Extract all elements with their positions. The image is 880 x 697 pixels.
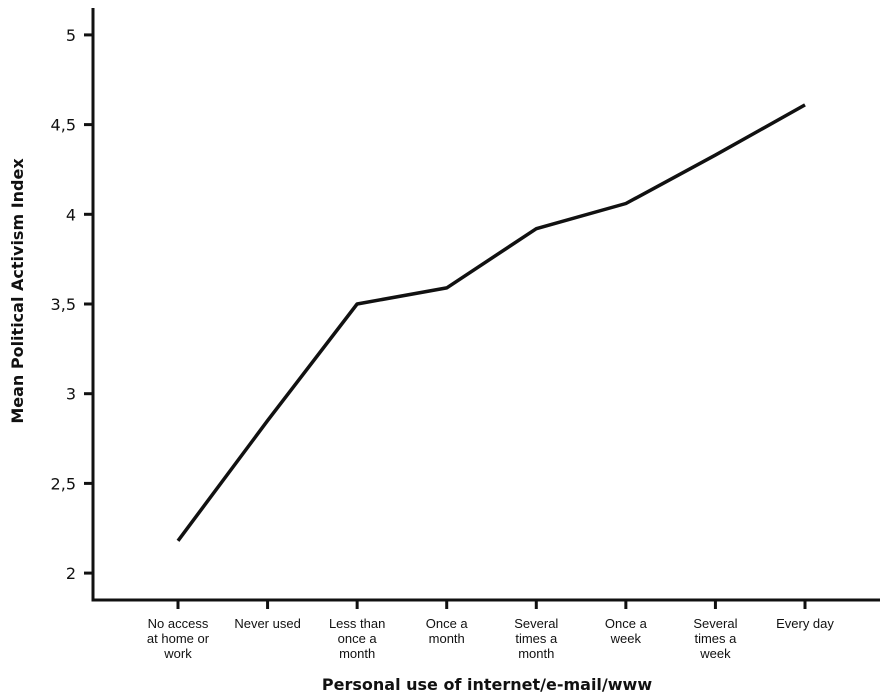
y-tick-label: 4,5 [51, 116, 76, 135]
y-axis-ticks: 2 2,5 3 3,5 4 4,5 5 [51, 26, 93, 583]
x-tick-label-line: once a [338, 631, 378, 646]
x-tick-label-line: week [610, 631, 642, 646]
x-tick-label-line: Every day [776, 616, 834, 631]
x-tick-label: Every day [776, 616, 834, 631]
x-tick-label-line: month [339, 646, 375, 661]
x-tick-label: No access at home or work [147, 616, 210, 661]
x-tick-label: Once a month [426, 616, 469, 646]
y-tick-label: 3 [66, 385, 76, 404]
x-tick-label: Never used [234, 616, 300, 631]
x-tick-label-line: work [163, 646, 192, 661]
x-axis-title: Personal use of internet/e-mail/www [322, 675, 652, 694]
chart-series [176, 103, 806, 542]
y-tick-label: 2 [66, 564, 76, 583]
x-tick-label-line: month [429, 631, 465, 646]
y-tick-label: 3,5 [51, 295, 76, 314]
x-axis-ticks: No access at home or work Never used Less th… [147, 600, 834, 661]
y-tick-label: 5 [66, 26, 76, 45]
x-tick-label: Once a week [605, 616, 648, 646]
x-tick-label-line: at home or [147, 631, 210, 646]
y-tick-label: 4 [66, 205, 76, 224]
y-tick-label: 2,5 [51, 474, 76, 493]
x-tick-label-line: month [518, 646, 554, 661]
x-tick-label: Several times a month [514, 616, 558, 661]
chart-axes [91, 8, 880, 602]
x-tick-label-line: Several [693, 616, 737, 631]
x-tick-label-line: Several [514, 616, 558, 631]
x-tick-label-line: times a [694, 631, 737, 646]
x-tick-label-line: Once a [605, 616, 648, 631]
x-tick-label-line: Once a [426, 616, 469, 631]
x-tick-label-line: week [699, 646, 731, 661]
series-line [176, 103, 806, 542]
x-tick-label-line: Never used [234, 616, 300, 631]
x-tick-label-line: No access [148, 616, 209, 631]
y-axis-title: Mean Political Activism Index [8, 158, 27, 424]
x-tick-label: Less than once a month [329, 616, 385, 661]
x-tick-label-line: times a [515, 631, 558, 646]
x-tick-label-line: Less than [329, 616, 385, 631]
x-tick-label: Several times a week [693, 616, 737, 661]
